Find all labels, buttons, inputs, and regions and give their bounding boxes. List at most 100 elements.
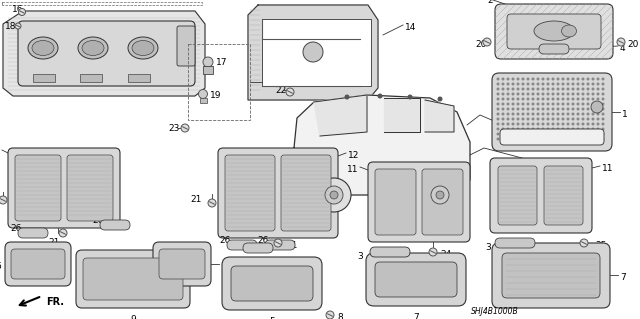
Circle shape (531, 128, 534, 130)
Circle shape (557, 128, 559, 130)
Circle shape (561, 83, 564, 85)
Circle shape (596, 78, 600, 80)
Circle shape (586, 78, 589, 80)
Circle shape (582, 137, 584, 140)
Circle shape (531, 108, 534, 110)
Circle shape (198, 90, 207, 99)
Circle shape (591, 93, 595, 95)
Circle shape (511, 87, 515, 91)
Circle shape (527, 113, 529, 115)
Circle shape (522, 78, 525, 80)
Circle shape (572, 87, 575, 91)
Circle shape (325, 186, 343, 204)
Text: 5: 5 (269, 317, 275, 319)
Circle shape (547, 122, 550, 125)
Circle shape (602, 108, 605, 110)
Circle shape (577, 128, 579, 130)
Circle shape (572, 83, 575, 85)
Text: 20: 20 (627, 40, 638, 49)
Circle shape (602, 117, 605, 121)
Circle shape (596, 108, 600, 110)
Circle shape (557, 137, 559, 140)
Circle shape (502, 128, 504, 130)
Circle shape (582, 98, 584, 100)
FancyBboxPatch shape (544, 166, 583, 225)
Circle shape (502, 83, 504, 85)
Circle shape (431, 186, 449, 204)
Circle shape (596, 113, 600, 115)
Circle shape (531, 102, 534, 106)
Text: 9: 9 (130, 315, 136, 319)
Circle shape (429, 248, 437, 256)
Circle shape (511, 113, 515, 115)
Circle shape (497, 78, 499, 80)
FancyBboxPatch shape (498, 166, 537, 225)
Circle shape (557, 117, 559, 121)
Text: 22: 22 (275, 86, 286, 95)
Circle shape (591, 117, 595, 121)
Circle shape (516, 102, 520, 106)
Circle shape (527, 78, 529, 80)
Circle shape (602, 113, 605, 115)
Circle shape (577, 87, 579, 91)
Circle shape (516, 93, 520, 95)
FancyBboxPatch shape (218, 148, 338, 238)
FancyBboxPatch shape (8, 148, 120, 228)
Text: 21: 21 (48, 238, 60, 247)
Circle shape (552, 78, 554, 80)
Circle shape (602, 78, 605, 80)
Circle shape (527, 108, 529, 110)
FancyBboxPatch shape (281, 155, 331, 231)
Circle shape (516, 78, 520, 80)
Circle shape (596, 93, 600, 95)
Circle shape (506, 117, 509, 121)
Circle shape (522, 83, 525, 85)
Bar (128, 74, 150, 82)
FancyBboxPatch shape (18, 228, 48, 238)
Circle shape (536, 117, 540, 121)
Bar (206, 65, 210, 68)
Circle shape (531, 98, 534, 100)
Circle shape (527, 132, 529, 136)
Circle shape (527, 137, 529, 140)
Circle shape (572, 98, 575, 100)
Text: 21: 21 (286, 241, 298, 250)
Circle shape (502, 117, 504, 121)
Circle shape (502, 78, 504, 80)
Circle shape (511, 93, 515, 95)
Circle shape (586, 137, 589, 140)
FancyBboxPatch shape (153, 242, 211, 286)
Circle shape (552, 93, 554, 95)
FancyBboxPatch shape (507, 14, 601, 49)
Circle shape (541, 93, 545, 95)
Ellipse shape (534, 21, 574, 41)
Circle shape (591, 137, 595, 140)
Text: 26: 26 (92, 216, 104, 225)
Circle shape (516, 98, 520, 100)
FancyBboxPatch shape (11, 249, 65, 279)
Circle shape (506, 108, 509, 110)
Circle shape (566, 98, 570, 100)
Circle shape (572, 132, 575, 136)
Circle shape (423, 178, 457, 212)
FancyBboxPatch shape (100, 220, 130, 230)
FancyBboxPatch shape (490, 158, 592, 233)
Circle shape (511, 102, 515, 106)
Circle shape (506, 122, 509, 125)
Circle shape (557, 93, 559, 95)
Circle shape (582, 87, 584, 91)
Circle shape (566, 122, 570, 125)
Circle shape (522, 108, 525, 110)
Circle shape (586, 108, 589, 110)
Circle shape (577, 108, 579, 110)
Circle shape (536, 122, 540, 125)
Circle shape (531, 117, 534, 121)
Circle shape (506, 93, 509, 95)
Circle shape (580, 239, 588, 247)
Polygon shape (294, 95, 470, 195)
Circle shape (497, 87, 499, 91)
Circle shape (582, 122, 584, 125)
Circle shape (582, 93, 584, 95)
Text: 26: 26 (257, 236, 268, 245)
Circle shape (203, 57, 213, 67)
